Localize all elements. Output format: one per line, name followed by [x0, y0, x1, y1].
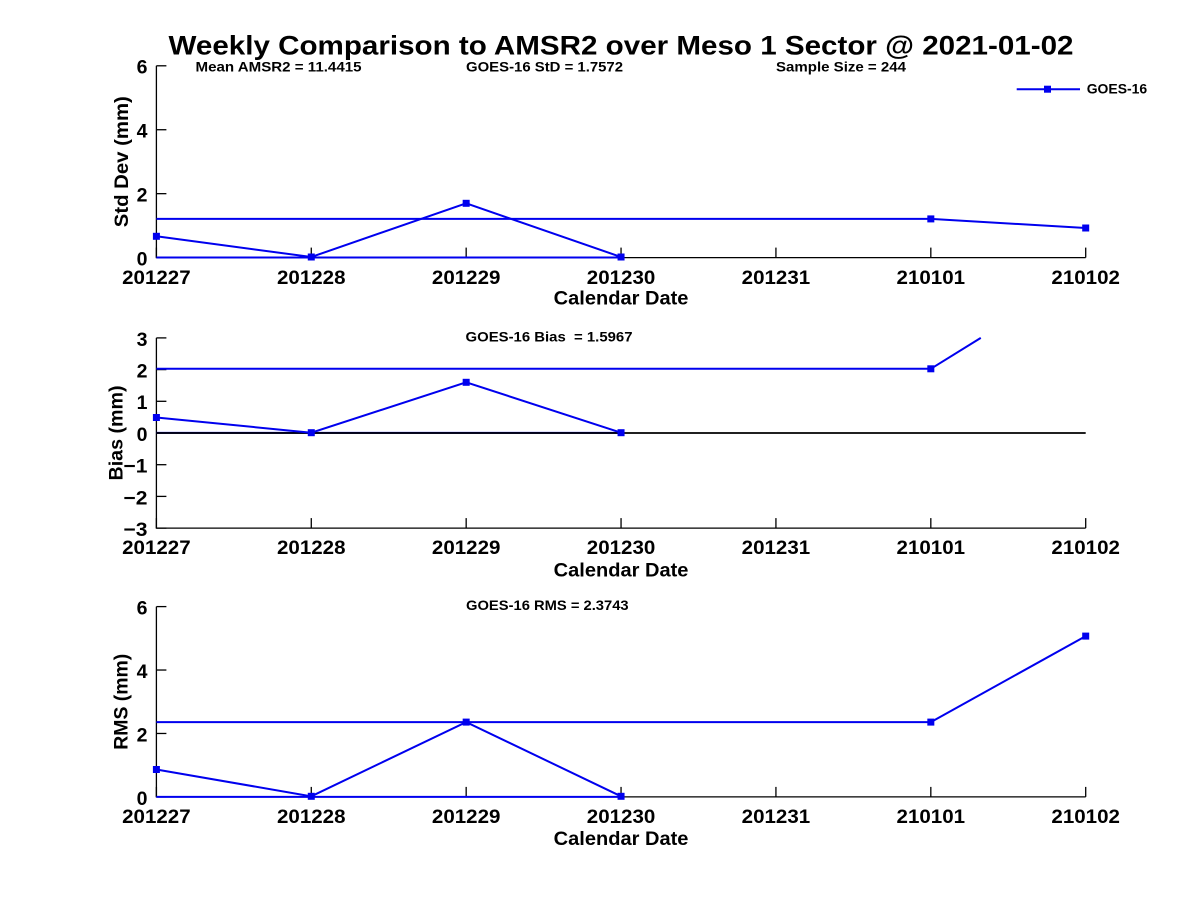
svg-text:6: 6	[137, 598, 148, 620]
svg-text:GOES-16 Bias = 1.5967: GOES-16 Bias = 1.5967	[466, 329, 633, 345]
svg-text:0: 0	[137, 249, 148, 271]
svg-text:2: 2	[137, 185, 148, 207]
svg-text:210102: 210102	[1051, 267, 1120, 289]
svg-text:RMS (mm): RMS (mm)	[111, 654, 132, 750]
svg-text:0: 0	[137, 424, 148, 446]
svg-text:4: 4	[137, 661, 148, 683]
svg-text:201227: 201227	[122, 267, 191, 289]
svg-text:−2: −2	[124, 487, 148, 509]
svg-text:201228: 201228	[277, 806, 346, 828]
svg-text:0: 0	[137, 788, 148, 810]
svg-text:Std Dev (mm): Std Dev (mm)	[112, 96, 133, 227]
svg-text:201230: 201230	[587, 537, 656, 559]
svg-text:201231: 201231	[742, 806, 811, 828]
svg-text:210101: 210101	[897, 267, 966, 289]
svg-text:210101: 210101	[897, 537, 966, 559]
svg-text:201227: 201227	[122, 537, 191, 559]
svg-text:201227: 201227	[122, 806, 191, 828]
svg-text:Bias (mm): Bias (mm)	[106, 386, 127, 481]
svg-text:210102: 210102	[1051, 537, 1120, 559]
svg-text:GOES-16 RMS = 2.3743: GOES-16 RMS = 2.3743	[466, 597, 629, 613]
svg-text:3: 3	[137, 329, 148, 351]
svg-text:−1: −1	[124, 456, 148, 478]
svg-text:201230: 201230	[587, 806, 656, 828]
svg-text:201231: 201231	[742, 267, 811, 289]
svg-text:201231: 201231	[742, 537, 811, 559]
svg-text:2: 2	[137, 361, 148, 383]
svg-text:Calendar Date: Calendar Date	[554, 828, 689, 850]
svg-text:Calendar Date: Calendar Date	[554, 287, 689, 309]
svg-text:201229: 201229	[432, 267, 501, 289]
svg-text:201229: 201229	[432, 806, 501, 828]
svg-text:201228: 201228	[277, 537, 346, 559]
svg-text:−3: −3	[124, 519, 148, 541]
svg-text:GOES-16: GOES-16	[1087, 81, 1148, 97]
svg-text:210102: 210102	[1051, 806, 1120, 828]
svg-text:1: 1	[137, 392, 148, 414]
svg-text:Sample Size = 244: Sample Size = 244	[776, 58, 906, 74]
svg-text:GOES-16 StD = 1.7572: GOES-16 StD = 1.7572	[466, 58, 623, 74]
svg-text:Mean AMSR2 = 11.4415: Mean AMSR2 = 11.4415	[196, 58, 362, 74]
svg-text:201230: 201230	[587, 267, 656, 289]
svg-text:4: 4	[137, 121, 148, 143]
svg-text:Weekly Comparison to AMSR2 ove: Weekly Comparison to AMSR2 over Meso 1 S…	[169, 31, 1074, 61]
svg-text:2: 2	[137, 724, 148, 746]
svg-text:201229: 201229	[432, 537, 501, 559]
svg-text:6: 6	[137, 57, 148, 79]
svg-text:210101: 210101	[897, 806, 966, 828]
svg-text:Calendar Date: Calendar Date	[554, 560, 689, 582]
svg-text:201228: 201228	[277, 267, 346, 289]
